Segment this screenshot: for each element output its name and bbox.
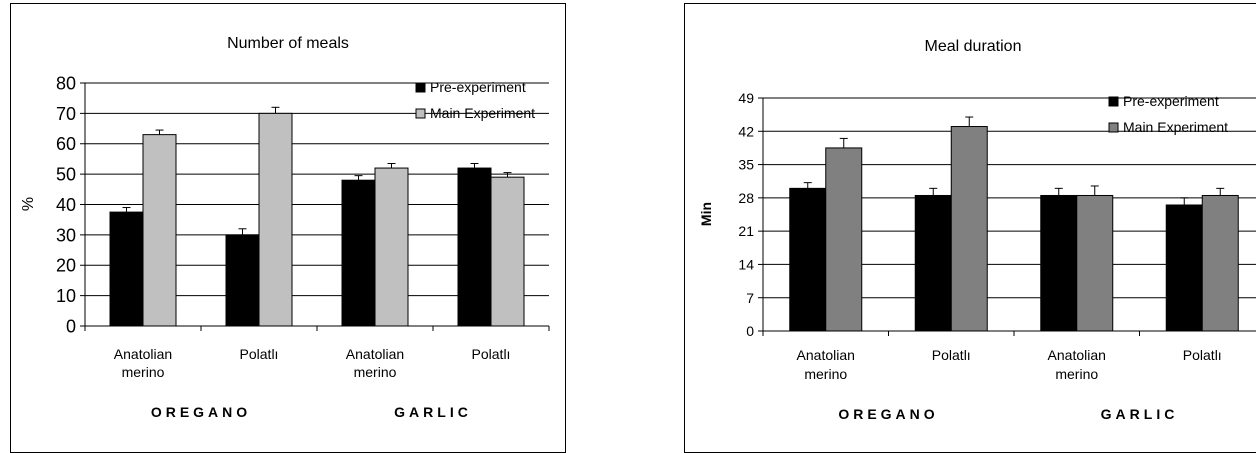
group-label: GARLIC — [394, 404, 472, 420]
y-tick-label: 30 — [56, 225, 76, 245]
bar-main-experiment — [825, 147, 863, 332]
legend-label: Pre-experiment — [430, 79, 526, 95]
bar-pre-experiment — [341, 179, 376, 327]
bar-main-experiment — [490, 176, 525, 327]
category-label: Polatlı — [240, 346, 279, 362]
category-label: Anatolian — [114, 346, 172, 362]
y-axis-label: % — [20, 197, 37, 211]
bar-pre-experiment — [789, 187, 827, 332]
y-axis-label: Min — [698, 202, 714, 226]
category-label: Anatolian — [797, 347, 855, 363]
category-label: Polatlı — [472, 346, 511, 362]
legend-swatch — [415, 108, 426, 119]
y-tick-label: 42 — [738, 123, 754, 139]
y-tick-label: 49 — [738, 90, 754, 106]
y-tick-label: 40 — [56, 195, 76, 215]
bar-main-experiment — [374, 167, 409, 327]
y-tick-label: 20 — [56, 256, 76, 276]
group-label: OREGANO — [838, 406, 938, 422]
category-label: merino — [122, 364, 165, 380]
bar-pre-experiment — [109, 211, 144, 327]
legend-label: Main Experiment — [1123, 119, 1228, 135]
y-tick-label: 0 — [746, 323, 754, 339]
bar-pre-experiment — [1165, 204, 1203, 332]
category-label: Polatlı — [932, 347, 971, 363]
category-label: Anatolian — [1048, 347, 1106, 363]
legend-swatch — [1108, 122, 1119, 133]
bar-pre-experiment — [914, 194, 952, 332]
y-tick-label: 60 — [56, 134, 76, 154]
legend-swatch — [1108, 96, 1119, 107]
y-tick-label: 50 — [56, 165, 76, 185]
bar-main-experiment — [1201, 194, 1239, 332]
chart-title: Number of meals — [227, 35, 349, 52]
bar-main-experiment — [950, 126, 988, 332]
y-tick-label: 10 — [56, 286, 76, 306]
bar-pre-experiment — [1040, 194, 1078, 332]
chart-panel-meal-duration: Meal duration 0 7 14 21 28 35 42 49 Min Anatolian m… — [684, 3, 1256, 453]
y-tick-label: 70 — [56, 104, 76, 124]
y-tick-label: 14 — [738, 256, 754, 272]
bar-pre-experiment — [457, 167, 492, 327]
y-tick-label: 35 — [738, 157, 754, 173]
y-tick-label: 0 — [66, 316, 76, 336]
chart-panel-number-of-meals: Number of meals 0 10 20 30 40 50 60 70 80% Anatoli… — [10, 3, 566, 453]
y-tick-label: 21 — [738, 223, 754, 239]
legend-label: Pre-experiment — [1123, 93, 1219, 109]
chart-number-of-meals: Number of meals 0 10 20 30 40 50 60 70 80% Anatoli… — [20, 35, 550, 420]
y-tick-label: 80 — [56, 73, 76, 93]
category-label: merino — [354, 364, 397, 380]
bar-main-experiment — [1076, 194, 1114, 332]
y-tick-label: 28 — [738, 190, 754, 206]
group-label: GARLIC — [1101, 406, 1179, 422]
category-label: Anatolian — [346, 346, 404, 362]
bar-main-experiment — [258, 112, 293, 327]
legend-label: Main Experiment — [430, 105, 535, 121]
category-label: merino — [804, 366, 847, 382]
category-label: merino — [1055, 366, 1098, 382]
group-label: OREGANO — [151, 404, 251, 420]
chart-title: Meal duration — [925, 38, 1022, 55]
y-tick-label: 7 — [746, 290, 754, 306]
legend-swatch — [415, 82, 426, 93]
bar-pre-experiment — [225, 234, 260, 327]
category-label: Polatlı — [1183, 347, 1222, 363]
chart-meal-duration: Meal duration 0 7 14 21 28 35 42 49 Min Anatolian m… — [698, 38, 1256, 422]
bar-main-experiment — [142, 134, 177, 327]
